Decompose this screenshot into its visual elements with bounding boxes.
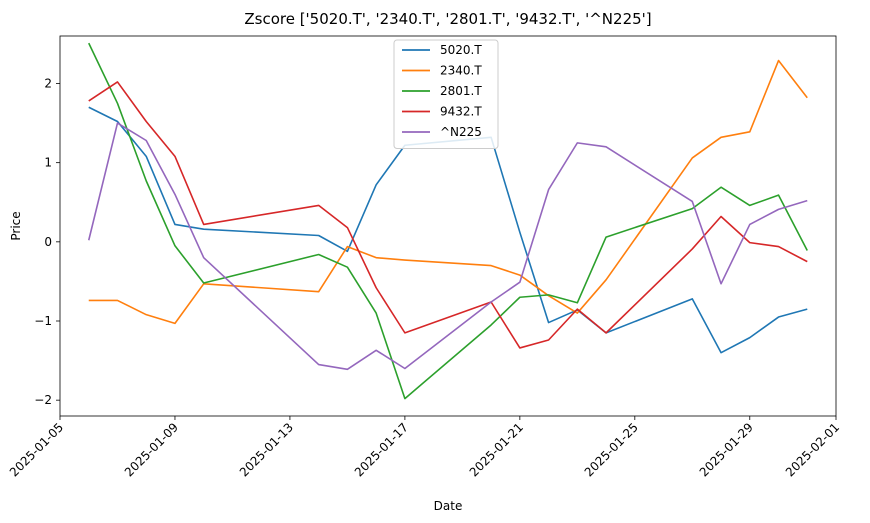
series-line-5 <box>87 122 808 371</box>
chart-title: Zscore ['5020.T', '2340.T', '2801.T', '9… <box>244 10 651 28</box>
series-layer <box>87 42 808 400</box>
legend: 5020.T 2340.T 2801.T 9432.T ^N225 <box>393 39 499 149</box>
y-tick-label: −1 <box>34 314 52 328</box>
y-axis-label: Price <box>9 211 23 240</box>
y-axis: −2 −1 0 1 2 <box>34 77 60 407</box>
legend-entry: ^N225 <box>440 125 482 139</box>
series-line-2 <box>88 59 808 325</box>
y-tick-label: 2 <box>44 77 52 91</box>
series-line-3 <box>88 42 808 400</box>
legend-entry: 9432.T <box>440 105 482 119</box>
legend-entry: 2801.T <box>440 84 482 98</box>
x-axis-label: Date <box>434 499 463 513</box>
legend-entry: 5020.T <box>440 43 482 57</box>
y-tick-label: 1 <box>44 156 52 170</box>
legend-box <box>393 39 499 149</box>
legend-entry: 2340.T <box>440 64 482 78</box>
plot-frame <box>59 35 837 417</box>
y-tick-label: 0 <box>44 235 52 249</box>
y-tick-label: −2 <box>34 393 52 407</box>
